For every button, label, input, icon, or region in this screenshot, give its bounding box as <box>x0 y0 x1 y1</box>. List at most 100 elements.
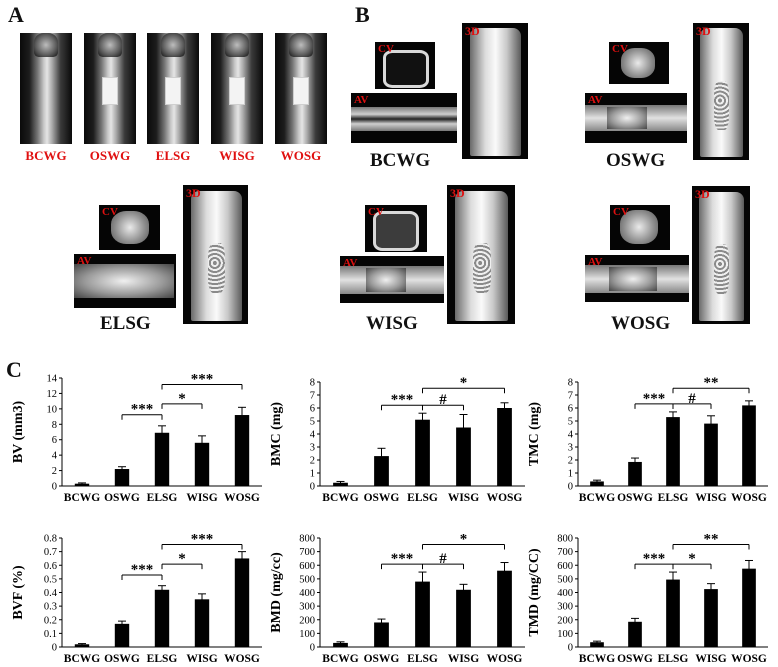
3d-tag: 3D <box>696 24 711 38</box>
ct-label-wosg: WOSG <box>611 313 671 334</box>
significance-label: *** <box>191 532 214 548</box>
y-axis-label: BMD (mg/cc) <box>269 552 284 633</box>
significance-label: * <box>178 391 186 407</box>
3d-tag: 3D <box>695 187 710 201</box>
x-tick-label: WISG <box>695 653 726 665</box>
y-tick-label: 100 <box>299 629 315 640</box>
ct-label-bcwg: BCWG <box>370 150 431 171</box>
y-tick-label: 4 <box>52 451 58 462</box>
cv-tag: CV <box>612 43 628 55</box>
cv-tag: CV <box>102 206 118 218</box>
panel-label-b: B <box>355 2 370 27</box>
xray-image-elsg <box>147 33 199 144</box>
bar <box>456 427 471 486</box>
bar <box>114 623 130 647</box>
x-tick-label: ELSG <box>147 653 178 665</box>
y-tick-label: 0.2 <box>44 615 57 626</box>
y-tick-label: 1 <box>310 469 315 480</box>
x-tick-label: WISG <box>186 653 217 665</box>
y-tick-label: 300 <box>557 602 573 613</box>
av-tag: AV <box>588 256 603 268</box>
y-axis-label: TMD (mg/CC) <box>527 548 542 637</box>
y-tick-label: 0 <box>568 482 573 493</box>
x-tick-label: WISG <box>186 492 217 504</box>
panel-label-a: A <box>8 2 24 27</box>
y-axis-label: BVF (%) <box>11 565 26 620</box>
y-tick-label: 700 <box>299 547 315 558</box>
y-tick-label: 500 <box>557 574 573 585</box>
x-tick-label: BCWG <box>322 653 358 665</box>
3d-tag: 3D <box>465 24 480 38</box>
x-tick-label: ELSG <box>407 492 438 504</box>
bar <box>497 408 512 486</box>
y-tick-label: 700 <box>557 547 573 558</box>
x-tick-label: ELSG <box>147 492 178 504</box>
ct-3d-wisg: 3D <box>447 185 515 324</box>
x-tick-label: OSWG <box>104 653 140 665</box>
av-tag: AV <box>354 94 369 106</box>
y-tick-label: 0.5 <box>44 574 57 585</box>
y-tick-label: 7 <box>568 391 573 402</box>
y-tick-label: 0 <box>310 643 315 654</box>
x-tick-label: ELSG <box>658 653 689 665</box>
y-tick-label: 100 <box>557 629 573 640</box>
x-tick-label: WOSG <box>487 492 523 504</box>
ct-av-wosg: AV <box>585 255 689 302</box>
ct-3d-elsg: 3D <box>183 185 248 324</box>
y-tick-label: 0.6 <box>44 561 57 572</box>
y-tick-label: 2 <box>568 456 573 467</box>
xray-label-wosg: WOSG <box>280 148 322 163</box>
bar <box>74 644 90 647</box>
y-tick-label: 8 <box>568 378 573 389</box>
ct-cv-bcwg: CV <box>375 42 435 89</box>
y-tick-label: 1 <box>568 469 573 480</box>
significance-label: *** <box>391 551 414 567</box>
x-tick-label: BCWG <box>579 492 615 504</box>
y-tick-label: 0 <box>52 482 57 493</box>
x-tick-label: WOSG <box>487 653 523 665</box>
ct-3d-wosg: 3D <box>692 186 750 324</box>
x-tick-label: ELSG <box>407 653 438 665</box>
significance-label: * <box>460 532 468 548</box>
y-tick-label: 3 <box>310 443 315 454</box>
x-tick-label: OSWG <box>617 492 653 504</box>
xray-image-wosg <box>275 33 327 144</box>
x-tick-label: BCWG <box>579 653 615 665</box>
xray-image-wisg <box>211 33 263 144</box>
ct-av-wisg: AV <box>340 256 444 303</box>
significance-label: # <box>439 551 447 567</box>
y-tick-label: 800 <box>299 534 315 545</box>
significance-label: * <box>178 551 186 567</box>
xray-label-bcwg: BCWG <box>25 148 67 163</box>
x-tick-label: WOSG <box>224 653 260 665</box>
y-axis-label: BMC (mg) <box>269 402 284 466</box>
bar <box>742 405 756 486</box>
y-tick-label: 600 <box>557 561 573 572</box>
y-tick-label: 800 <box>557 534 573 545</box>
bar <box>666 417 680 486</box>
significance-label: # <box>688 391 696 407</box>
y-tick-label: 0.4 <box>44 588 58 599</box>
y-tick-label: 4 <box>568 430 574 441</box>
bar <box>114 469 130 486</box>
x-tick-label: ELSG <box>658 492 689 504</box>
significance-label: ** <box>704 532 719 548</box>
3d-tag: 3D <box>186 186 201 200</box>
ct-av-oswg: AV <box>585 93 687 143</box>
bar <box>628 461 642 486</box>
xray-label-oswg: OSWG <box>89 148 131 163</box>
y-tick-label: 0 <box>52 643 57 654</box>
x-tick-label: WISG <box>448 653 479 665</box>
ct-cv-elsg: CV <box>99 205 160 250</box>
x-tick-label: OSWG <box>364 653 400 665</box>
y-tick-label: 14 <box>47 374 58 385</box>
bar <box>374 622 389 647</box>
y-axis-label: BV (mm3) <box>11 400 26 463</box>
av-tag: AV <box>77 255 92 267</box>
x-tick-label: BCWG <box>64 492 100 504</box>
significance-label: *** <box>391 392 414 408</box>
bar <box>154 589 170 647</box>
bar <box>154 432 170 486</box>
significance-label: *** <box>191 371 214 387</box>
y-tick-label: 0.7 <box>44 547 57 558</box>
